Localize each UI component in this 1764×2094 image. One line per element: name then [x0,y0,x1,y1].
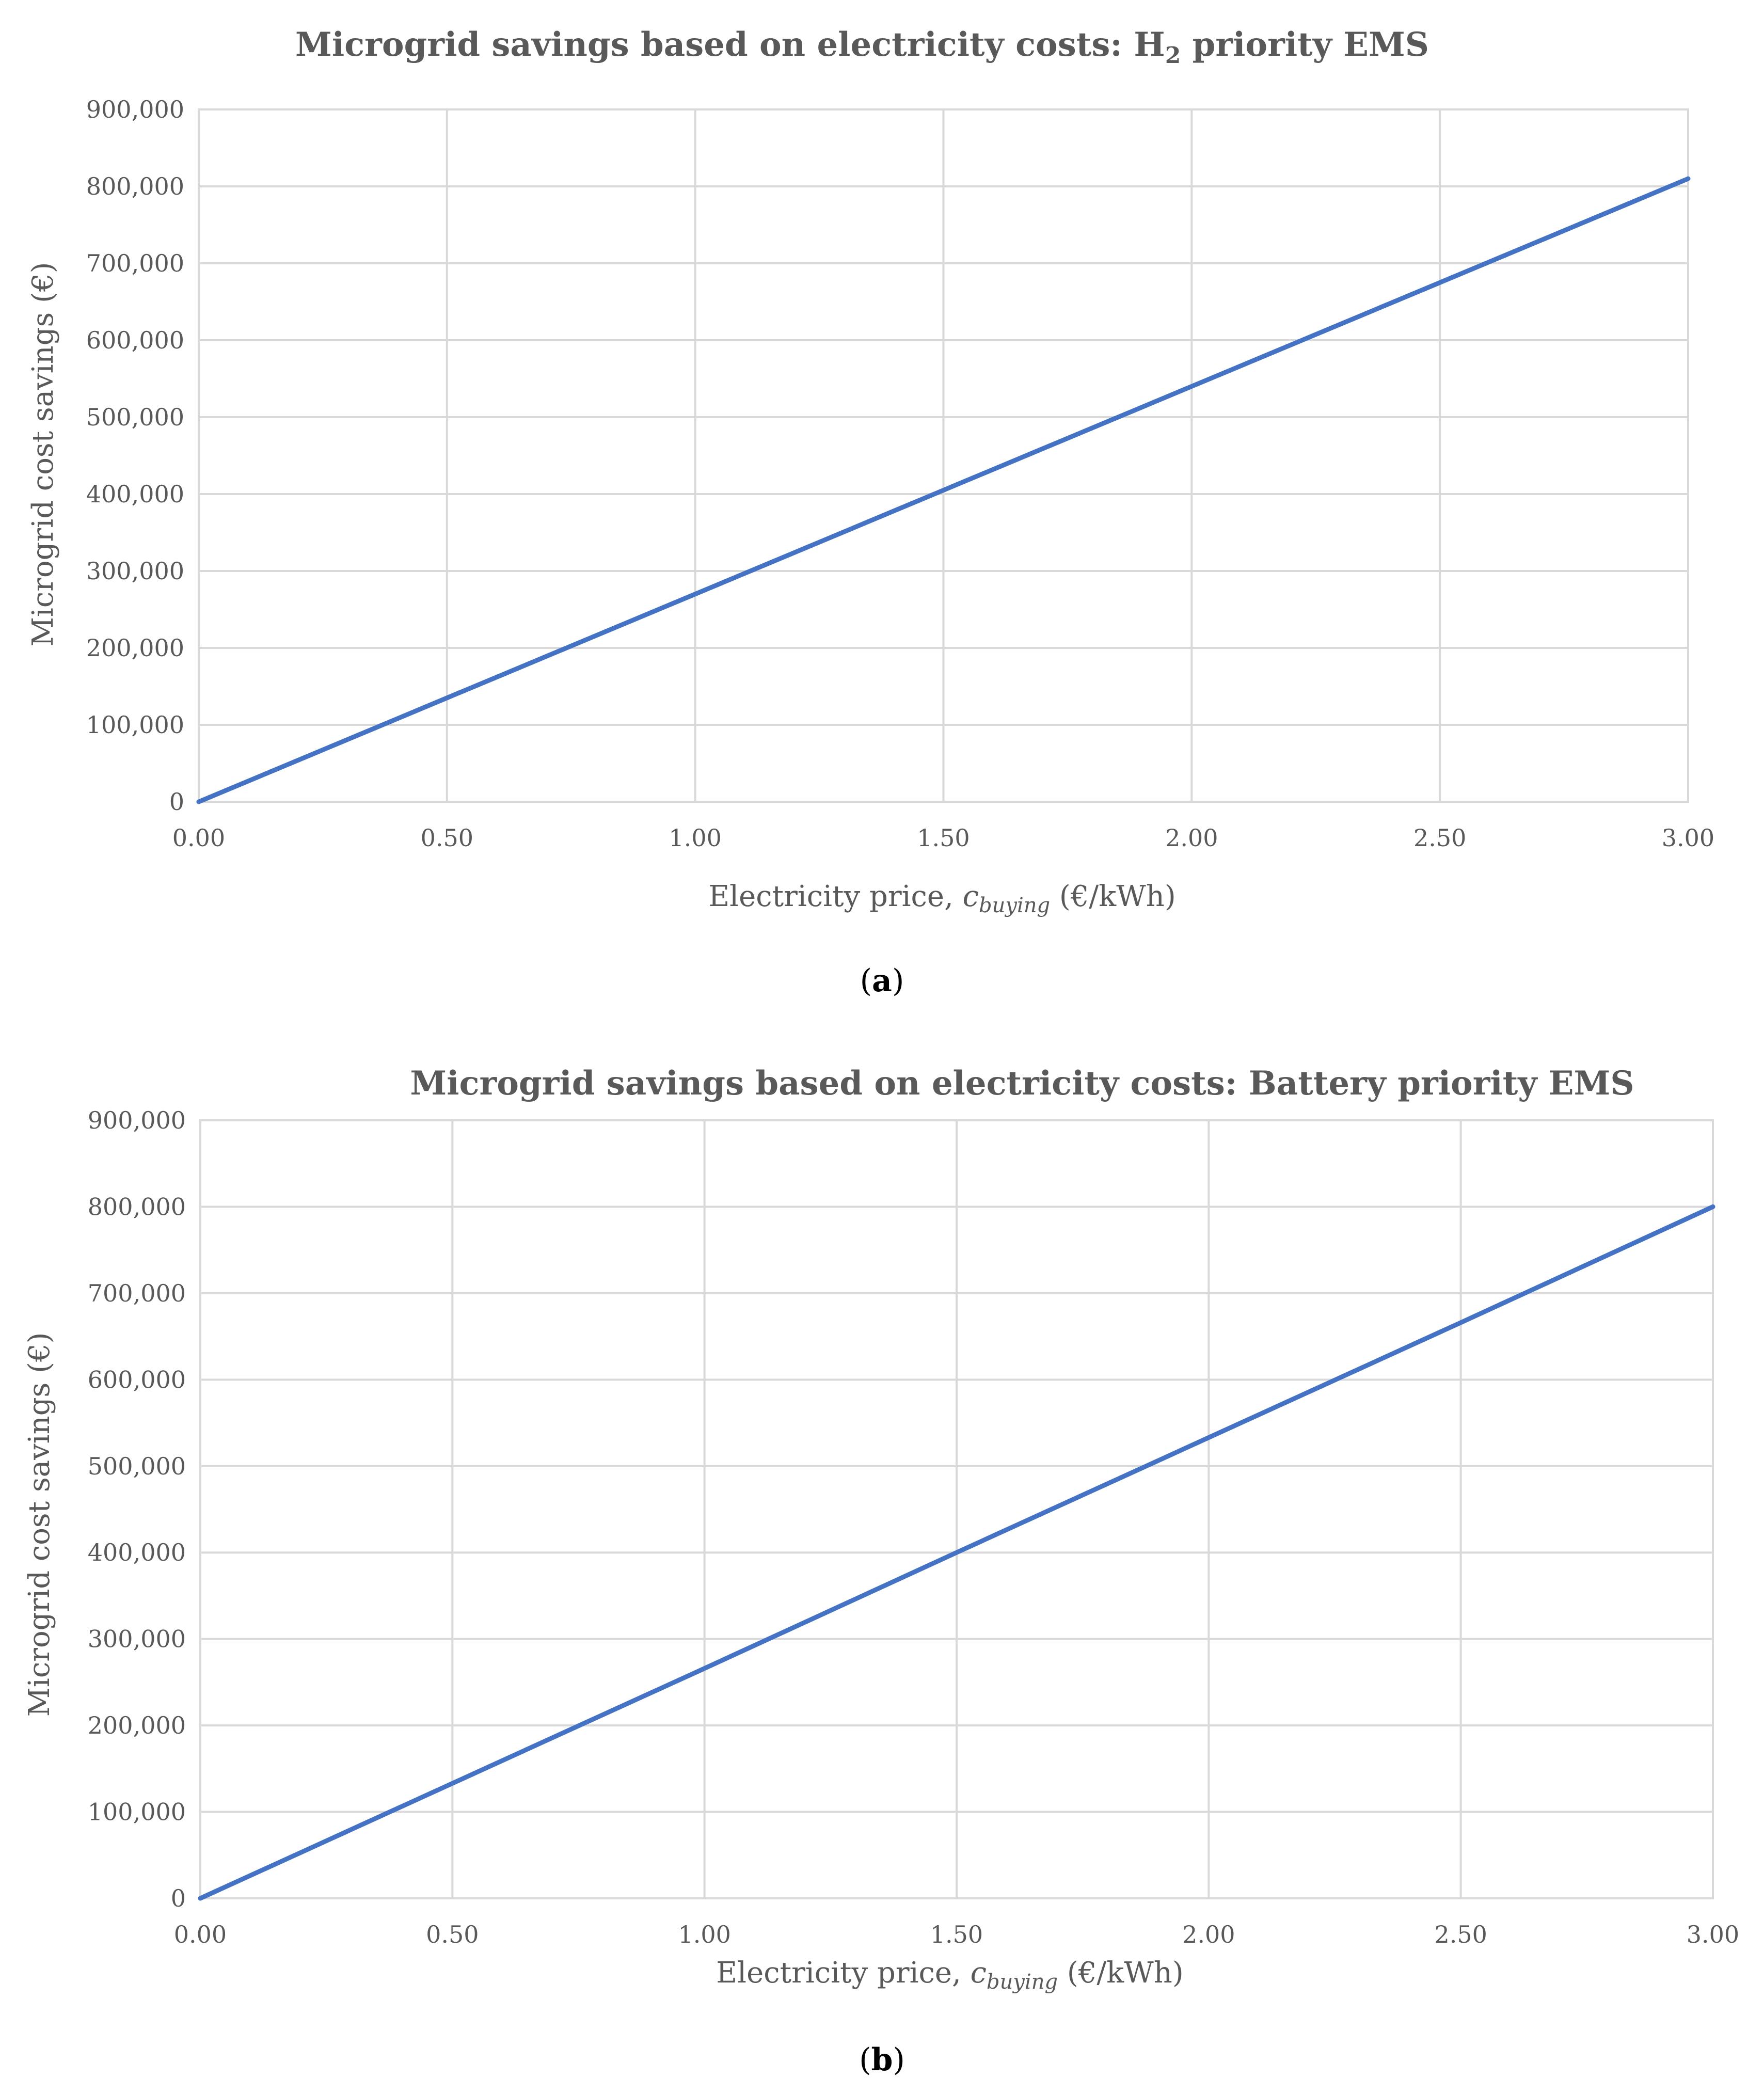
chart-a-y-tick-label: 200,000 [86,634,184,662]
chart-b-y-tick-label: 400,000 [88,1538,186,1566]
chart-b-y-tick-label: 800,000 [88,1193,186,1220]
chart-b-y-tick-label: 0 [171,1884,186,1912]
chart-b-y-tick-label: 600,000 [88,1366,186,1393]
chart-b-title: Microgrid savings based on electricity c… [410,1064,1634,1103]
chart-a-y-tick-label: 400,000 [86,480,184,508]
chart-a-x-tick-label: 2.00 [1165,824,1218,852]
chart-b-y-axis-label: Microgrid cost savings (€) [23,1332,56,1717]
chart-a-x-tick-label: 0.00 [172,824,225,852]
chart-b-x-tick-label: 3.00 [1687,1921,1739,1948]
chart-b-x-axis-label: Electricity price, cbuying (€/kWh) [716,1956,1183,1994]
chart-b-y-tick-label: 500,000 [88,1452,186,1480]
chart-a-caption: (a) [860,963,904,999]
chart-a-y-tick-label: 0 [169,788,184,816]
chart-a-x-axis-label: Electricity price, cbuying (€/kWh) [708,880,1175,917]
chart-a-y-tick-label: 600,000 [86,326,184,354]
chart-b-x-tick-label: 1.50 [930,1921,983,1948]
chart-a-x-tick-label: 1.00 [669,824,721,852]
chart-b-y-tick-label: 200,000 [88,1711,186,1739]
chart-a-series-line [196,176,1691,804]
chart-a-svg: 0 100,000 200,000 300,000 400,000 500,000 600,… [26,25,1714,917]
chart-a-x-tick-label: 2.50 [1413,824,1466,852]
chart-b-caption: (b) [859,2042,905,2078]
chart-b-x-tick-label: 1.00 [678,1921,730,1948]
chart-b-x-tick-label: 0.00 [174,1921,227,1948]
chart-b-y-tick-label: 300,000 [88,1625,186,1653]
chart-a-x-tick-label: 3.00 [1662,824,1714,852]
chart-b-y-tick-label: 900,000 [88,1106,186,1134]
chart-b-x-tick-label: 2.50 [1434,1921,1487,1948]
chart-a-y-tick-labels: 0 100,000 200,000 300,000 400,000 500,000 600,… [86,96,184,816]
chart-b-series-line [198,1204,1715,1901]
chart-a-x-tick-label: 1.50 [917,824,970,852]
chart-a-y-tick-label: 700,000 [86,249,184,277]
chart-a-x-tick-label: 0.50 [421,824,473,852]
chart-a-y-tick-label: 800,000 [86,172,184,200]
chart-a-x-tick-labels: 0.00 0.50 1.00 1.50 2.00 2.50 3.00 [172,824,1714,852]
chart-b-x-tick-label: 2.00 [1182,1921,1235,1948]
chart-b-x-tick-labels: 0.00 0.50 1.00 1.50 2.00 2.50 3.00 [174,1921,1739,1948]
chart-a-y-tick-label: 500,000 [86,403,184,431]
chart-a-y-tick-label: 100,000 [86,711,184,739]
chart-a-plot-border [198,108,1689,803]
chart-b-y-tick-label: 700,000 [88,1279,186,1307]
chart-a-y-tick-label: 900,000 [86,96,184,123]
chart-a-title: Microgrid savings based on electricity c… [295,25,1429,69]
chart-a-y-axis-label: Microgrid cost savings (€) [26,262,60,647]
chart-b-y-tick-label: 100,000 [88,1798,186,1826]
chart-a-y-tick-label: 300,000 [86,557,184,585]
chart-a: 0 100,000 200,000 300,000 400,000 500,000 600,… [0,0,1764,1007]
chart-b-y-tick-labels: 0 100,000 200,000 300,000 400,000 500,000 600,… [88,1106,186,1912]
chart-b-x-tick-label: 0.50 [426,1921,479,1948]
chart-b-plot-border [199,1119,1714,1899]
chart-b-gridlines [199,1119,1714,1899]
